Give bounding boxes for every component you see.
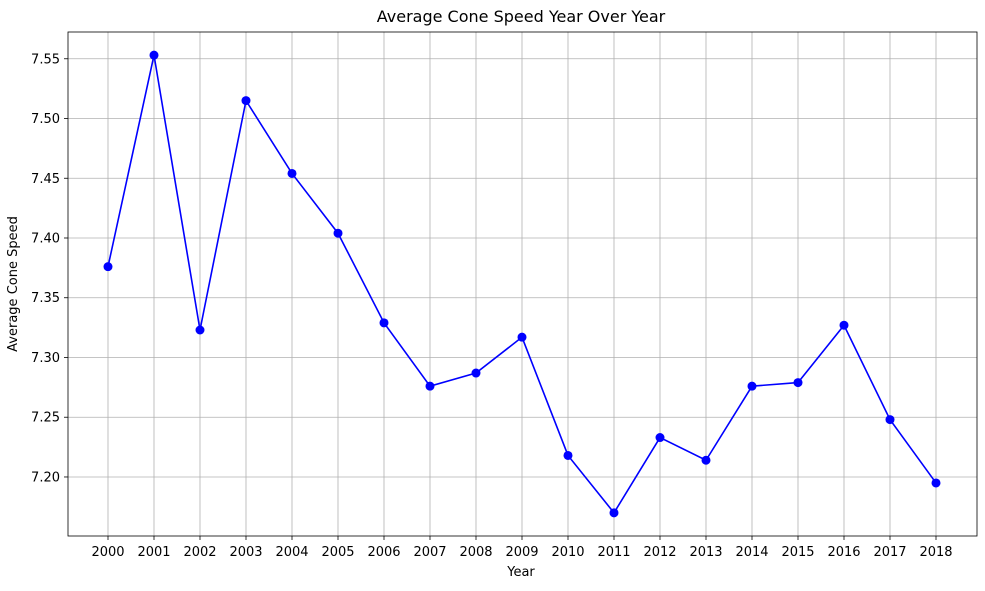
data-point	[885, 415, 895, 425]
x-tick-label: 2012	[643, 545, 676, 560]
data-point	[747, 381, 757, 391]
data-point	[149, 50, 159, 60]
tick-labels: 2000 2001 2002 2003 2004 2005 2006 2007 2008 2009…	[31, 52, 953, 560]
y-tick-label: 7.55	[31, 52, 60, 67]
x-axis-title: Year	[506, 565, 535, 580]
x-tick-label: 2016	[827, 545, 860, 560]
data-point	[609, 508, 619, 518]
y-axis-title: Average Cone Speed	[6, 216, 21, 352]
x-tick-label: 2013	[689, 545, 722, 560]
y-tick-label: 7.45	[31, 172, 60, 187]
chart-title: Average Cone Speed Year Over Year	[377, 7, 666, 26]
x-tick-label: 2005	[321, 545, 354, 560]
x-tick-label: 2015	[781, 545, 814, 560]
data-point	[379, 318, 389, 328]
x-tick-label: 2007	[413, 545, 446, 560]
data-point	[655, 433, 665, 443]
plot-frame	[67, 31, 978, 537]
y-tick-label: 7.35	[31, 291, 60, 306]
x-tick-label: 2010	[551, 545, 584, 560]
x-tick-label: 2014	[735, 545, 768, 560]
series-layer	[103, 50, 941, 518]
y-tick-label: 7.30	[31, 351, 60, 366]
data-point	[241, 96, 251, 106]
data-point	[517, 332, 527, 342]
y-tick-label: 7.50	[31, 112, 60, 127]
y-tick-label: 7.20	[31, 470, 60, 485]
x-tick-label: 2009	[505, 545, 538, 560]
data-point	[103, 262, 113, 272]
x-tick-label: 2002	[183, 545, 216, 560]
x-tick-label: 2018	[919, 545, 952, 560]
x-tick-label: 2004	[275, 545, 308, 560]
y-tick-label: 7.40	[31, 231, 60, 246]
x-tick-label: 2011	[597, 545, 630, 560]
data-point	[471, 368, 481, 378]
axes	[64, 31, 978, 540]
data-point	[333, 228, 343, 238]
x-tick-label: 2000	[91, 545, 124, 560]
data-point	[701, 455, 711, 465]
data-point	[793, 378, 803, 388]
data-point	[195, 325, 205, 335]
x-tick-label: 2006	[367, 545, 400, 560]
data-point	[839, 320, 849, 330]
x-tick-label: 2001	[137, 545, 170, 560]
data-point	[931, 478, 941, 488]
x-tick-label: 2003	[229, 545, 262, 560]
data-point	[287, 168, 297, 178]
data-point	[425, 381, 435, 391]
x-tick-label: 2008	[459, 545, 492, 560]
y-tick-label: 7.25	[31, 411, 60, 426]
data-point	[563, 450, 573, 460]
x-tick-label: 2017	[873, 545, 906, 560]
grid-lines	[68, 32, 977, 536]
